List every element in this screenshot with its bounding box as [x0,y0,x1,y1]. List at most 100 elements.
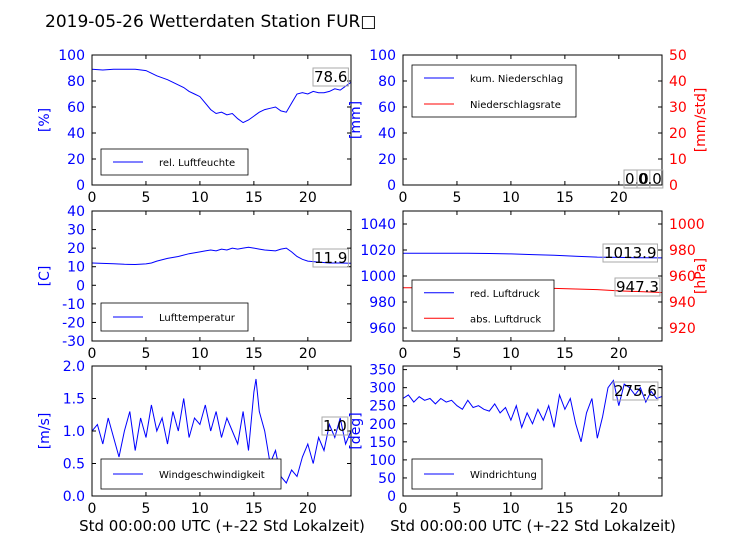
y-tick-label: 80 [378,74,396,90]
x-tick-label: 5 [141,501,150,517]
series-line-humidity-0 [92,68,351,124]
legend-pressure: red. Luftdruck abs. Luftdruck [411,279,555,332]
legend-label: abs. Luftdruck [470,314,541,325]
y-tick-label: 100 [369,453,396,469]
x-tick-label: 5 [452,190,461,206]
annotation-box [312,248,349,268]
plot-frame-humidity [91,54,352,186]
x-tick-label: 10 [502,190,520,206]
x-tick-label: 10 [191,346,209,362]
legend-winddir: Windrichtung [411,458,543,490]
x-tick-label: 20 [299,501,317,517]
legend-label: red. Luftdruck [470,289,540,300]
plot-frame-winddir [402,365,663,497]
y-tick-label: 0 [387,178,396,194]
series-line-windspeed-0 [92,378,351,484]
y-tick-label: 1.5 [63,392,85,408]
y-tick-label: 1040 [360,217,396,233]
legend-label: Windgeschwindigkeit [159,470,265,481]
x-tick-label: 0 [88,346,97,362]
x-tick-label: 15 [245,346,263,362]
x-tick-label: 0 [88,501,97,517]
x-tick-label: 10 [502,501,520,517]
y-tick-label-right: 40 [669,74,687,90]
x-tick-label: 20 [610,346,628,362]
y-tick-label-right: 920 [669,321,696,337]
panel-windspeed: 0 5 10 15 20 0.0 0.5 1.0 1.5 2.0 [m/s] Windgeschwin… [37,359,352,517]
y-tick-label-right: 960 [669,269,696,285]
legend-label: Lufttemperatur [159,313,236,324]
y-tick-label-right: 940 [669,295,696,311]
y-tick-label: -30 [62,334,85,350]
x-tick-label: 0 [399,501,408,517]
y-tick-label-right: 50 [669,48,687,64]
y-axis-label: [deg] [348,412,364,449]
y-tick-label: 250 [369,399,396,415]
y-tick-label: 0 [76,178,85,194]
x-tick-label: 15 [245,501,263,517]
x-tick-label: 0 [399,346,408,362]
y-tick-label-right: 10 [669,152,687,168]
x-tick-label: 15 [556,190,574,206]
y-tick-label-right: 980 [669,243,696,259]
y-tick-label: 100 [369,48,396,64]
y-tick-label: 150 [369,435,396,451]
y-tick-label: 0 [387,489,396,505]
y-tick-label: 2.0 [63,359,85,375]
legend-box [411,64,577,118]
y-axis-label: [mm] [348,101,364,139]
panel-winddir: 0 5 10 15 20050100150200250300350[deg]Windri… [348,363,663,517]
y-tick-label: 60 [378,100,396,116]
y-tick-label: 40 [67,204,85,220]
x-tick-label: 0 [88,190,97,206]
y-tick-label: 50 [378,471,396,487]
y-tick-label-right: 20 [669,126,687,142]
value-annotation: 947.3 [616,278,659,296]
x-tick-label: 15 [556,346,574,362]
y-tick-label: 20 [67,241,85,257]
x-tick-label: 20 [299,190,317,206]
panel-precip: 0 5 10 15 20 0 20 40 60 80 100 0 10 20 30 40 50 [mm] [mm/s… [348,48,709,206]
panel-pressure: 0 5 10 15 20 960 980 1000 1020 1040 920 940 960 980 10… [360,210,709,362]
annotation-box [321,416,349,436]
y-tick-label-right: 30 [669,100,687,116]
value-annotation: 1013.9 [604,244,657,262]
y-tick-label: -10 [62,297,85,313]
x-axis-label-right: Std 00:00:00 UTC (+-22 Std Lokalzeit) [390,517,676,535]
x-tick-label: 10 [191,190,209,206]
plot-frame-temperature [91,210,352,342]
value-annotation: 78.6 [314,68,347,86]
y-tick-label: 20 [67,152,85,168]
figure-title: 2019-05-26 Wetterdaten Station FUR□ [45,12,376,32]
y-axis-label-right: [mm/std] [693,88,709,153]
y-tick-label: 0 [76,278,85,294]
series-line-winddir-0 [403,379,662,442]
y-tick-label: 1000 [360,269,396,285]
legend-label: Niederschlagsrate [470,100,561,111]
y-tick-label: 1.0 [63,424,85,440]
y-axis-label: [%] [37,108,53,132]
y-tick-label-right: 0 [669,178,678,194]
value-annotation: 275.6 [614,382,657,400]
y-tick-label: 20 [378,152,396,168]
y-tick-label: 980 [369,295,396,311]
y-tick-label: -20 [62,315,85,331]
series-line-temperature-0 [92,246,351,266]
value-annotation: 0.0 [638,170,662,188]
y-tick-label: 200 [369,417,396,433]
x-tick-label: 20 [299,346,317,362]
y-tick-label: 80 [67,74,85,90]
legend-precip: kum. Niederschlag Niederschlagsrate [411,64,577,118]
x-tick-label: 5 [452,346,461,362]
y-tick-label: 350 [369,363,396,379]
y-tick-label: 0.5 [63,457,85,473]
x-tick-label: 10 [502,346,520,362]
annotation-box [636,169,664,189]
x-tick-label: 5 [452,501,461,517]
x-axis-label-left: Std 00:00:00 UTC (+-22 Std Lokalzeit) [79,517,365,535]
y-tick-label: 100 [58,48,85,64]
y-tick-label: 300 [369,381,396,397]
series-line-pressure-0 [403,252,662,259]
y-axis-label: [C] [37,266,53,287]
